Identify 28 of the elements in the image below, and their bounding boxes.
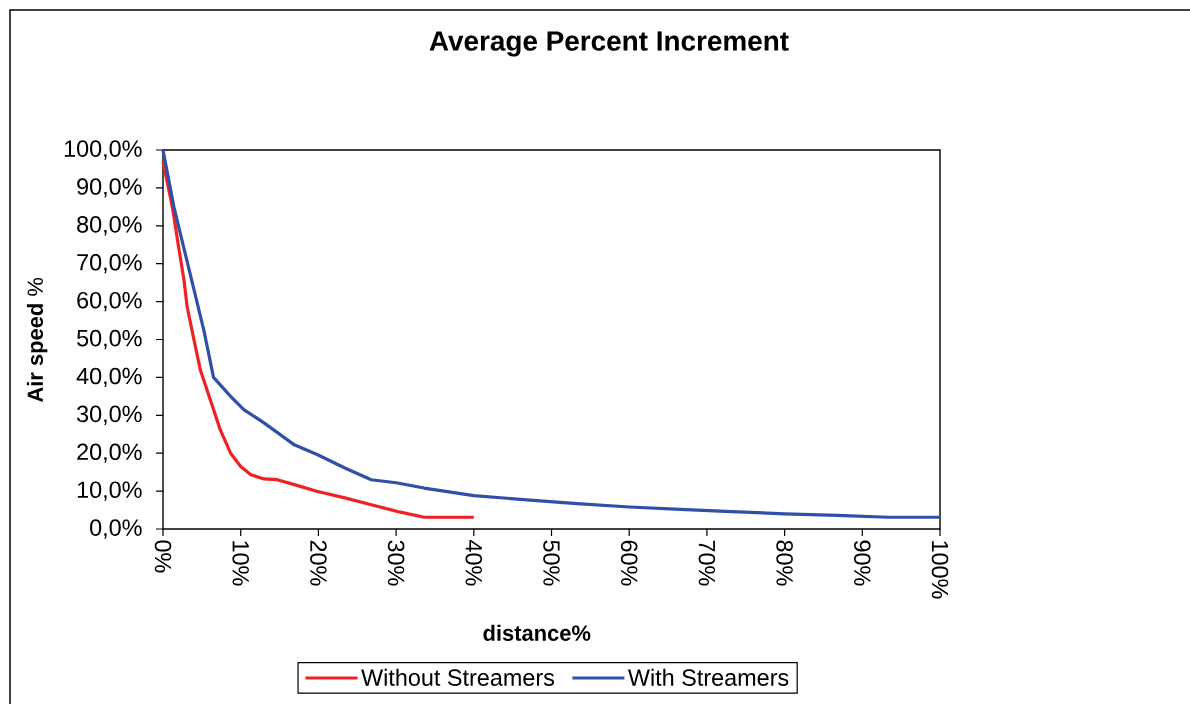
y-tick-label: 50,0% bbox=[77, 329, 142, 350]
x-tick-label: 20% bbox=[310, 540, 327, 586]
x-tick-label: 50% bbox=[543, 540, 560, 586]
x-tick-label: 90% bbox=[854, 540, 871, 586]
legend-label: Without Streamers bbox=[361, 668, 555, 686]
y-tick-label: 30,0% bbox=[77, 405, 142, 425]
y-tick-label: 70,0% bbox=[77, 254, 142, 274]
x-axis-title: distance% bbox=[483, 624, 591, 641]
y-tick-label: 100,0% bbox=[64, 140, 142, 160]
y-tick-label: 0,0% bbox=[90, 519, 142, 539]
line-series bbox=[161, 148, 942, 519]
x-tick-label: 80% bbox=[776, 540, 793, 586]
x-tick-label: 40% bbox=[465, 540, 483, 586]
legend-label: With Streamers bbox=[627, 668, 789, 686]
x-tick-label: 0% bbox=[154, 540, 172, 573]
x-tick-label: 60% bbox=[620, 540, 638, 586]
y-tick-label: 90,0% bbox=[77, 178, 142, 198]
y-tick-label: 80,0% bbox=[77, 216, 142, 236]
y-tick-label: 20,0% bbox=[77, 443, 142, 463]
chart-title: Average Percent Increment bbox=[429, 31, 789, 57]
y-axis-title: Air speed % bbox=[26, 277, 48, 403]
x-tick-label: 100% bbox=[931, 541, 949, 599]
y-tick-label: 10,0% bbox=[77, 481, 142, 501]
x-tick-label: 30% bbox=[387, 540, 405, 586]
x-tick-label: 70% bbox=[698, 540, 716, 586]
x-tick-label: 10% bbox=[232, 541, 249, 586]
y-tick-label: 40,0% bbox=[76, 367, 142, 388]
y-tick-label: 60,0% bbox=[77, 291, 142, 312]
